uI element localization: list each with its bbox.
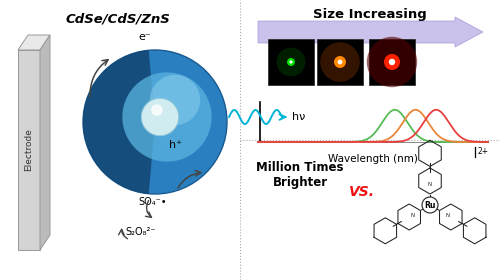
Text: N: N (410, 213, 414, 218)
Circle shape (334, 56, 346, 68)
Polygon shape (18, 50, 40, 250)
Text: Wavelength (nm): Wavelength (nm) (328, 154, 418, 164)
Polygon shape (18, 35, 50, 50)
Circle shape (338, 60, 342, 64)
Bar (369, 39, 415, 85)
Circle shape (422, 197, 438, 213)
Wedge shape (83, 50, 155, 194)
Text: hν: hν (292, 112, 306, 122)
Circle shape (287, 58, 295, 66)
Circle shape (150, 75, 200, 125)
Circle shape (389, 59, 395, 65)
Circle shape (151, 104, 163, 116)
Polygon shape (40, 35, 50, 250)
Circle shape (290, 60, 292, 64)
Circle shape (142, 98, 178, 136)
Circle shape (367, 37, 417, 87)
FancyArrow shape (258, 17, 483, 47)
Text: S₂O₈²⁻: S₂O₈²⁻ (125, 227, 156, 237)
Circle shape (276, 48, 306, 76)
Bar (268, 39, 314, 85)
Text: VS.: VS. (349, 185, 375, 199)
Circle shape (122, 72, 212, 162)
Text: N: N (446, 213, 450, 218)
Circle shape (384, 54, 400, 70)
Text: h⁺: h⁺ (168, 140, 181, 150)
Circle shape (83, 50, 227, 194)
Text: CdSe/CdS/ZnS: CdSe/CdS/ZnS (66, 12, 170, 25)
Text: SO₄⁻•: SO₄⁻• (138, 197, 166, 207)
Text: e⁻: e⁻ (138, 32, 151, 42)
Circle shape (320, 42, 360, 82)
Bar (317, 39, 363, 85)
Text: Ru: Ru (424, 200, 436, 209)
Text: Million Times
Brighter: Million Times Brighter (256, 161, 344, 189)
Text: Size Increasing: Size Increasing (313, 8, 427, 21)
Text: N: N (428, 182, 432, 187)
Text: Electrode: Electrode (24, 129, 34, 171)
Text: 2+: 2+ (478, 147, 489, 156)
